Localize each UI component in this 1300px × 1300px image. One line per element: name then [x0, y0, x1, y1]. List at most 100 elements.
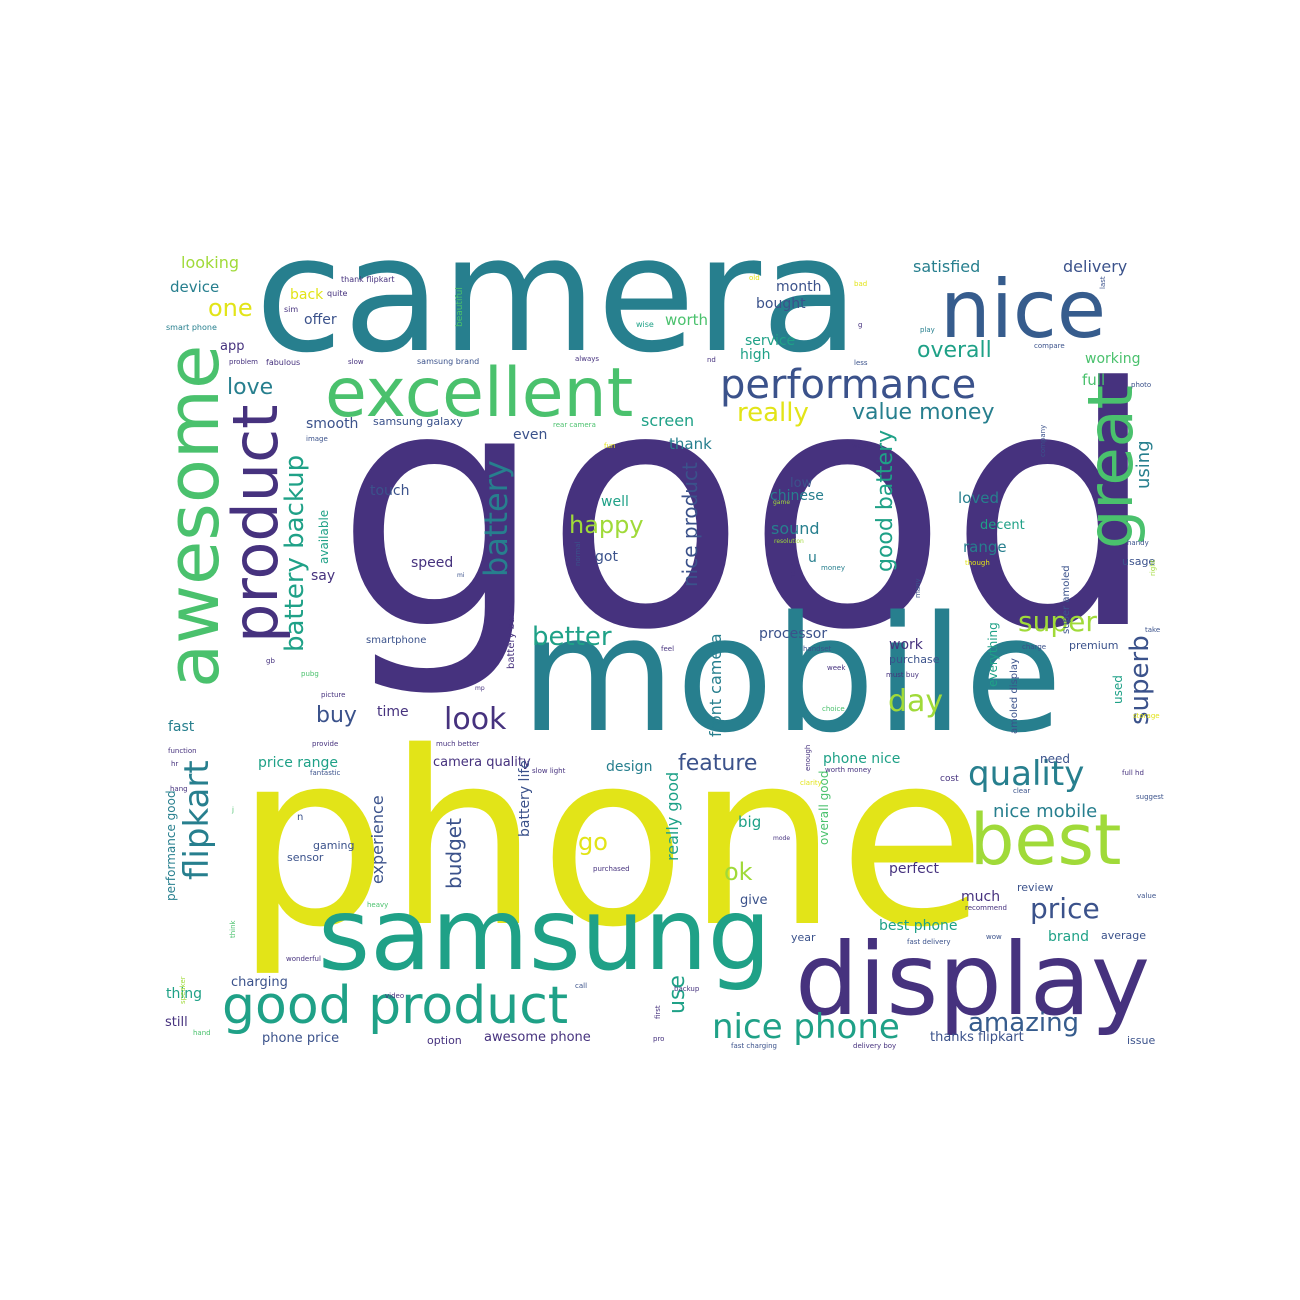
cloud-word: handset [803, 645, 832, 653]
cloud-word: display [795, 921, 1151, 1038]
cloud-word: quite [327, 289, 348, 298]
cloud-word: though [965, 559, 990, 567]
cloud-word: fast charging [731, 1042, 777, 1050]
cloud-word: want [852, 442, 870, 450]
cloud-word: chinese [770, 488, 824, 504]
cloud-word: awesome phone [484, 1030, 591, 1045]
cloud-word: well [601, 494, 629, 510]
cloud-word: mode [773, 835, 791, 842]
cloud-word: nice product [678, 462, 702, 587]
cloud-word: old [749, 274, 760, 282]
cloud-word: storage [1133, 712, 1160, 720]
cloud-word: speed [411, 555, 454, 571]
cloud-word: nice [940, 263, 1107, 356]
cloud-word: bought [756, 296, 806, 312]
cloud-word: sensor [287, 851, 324, 864]
cloud-word: clear [1013, 787, 1031, 795]
cloud-word: phone price [262, 1031, 340, 1046]
cloud-word: samsung brand [417, 357, 480, 366]
cloud-word: even [513, 427, 548, 443]
cloud-word: nice mobile [993, 801, 1098, 822]
cloud-word: delivery [1063, 257, 1128, 276]
cloud-word: overall [917, 338, 992, 363]
cloud-word: hour [789, 562, 797, 579]
cloud-word: battery life [517, 760, 533, 837]
cloud-word: premium [1069, 639, 1119, 652]
cloud-word: value money [852, 400, 995, 425]
cloud-word: year [791, 931, 816, 944]
cloud-word: loved [958, 489, 999, 507]
cloud-word: pubg [301, 670, 319, 678]
cloud-word: fabulous [266, 358, 301, 367]
cloud-word: app [220, 339, 245, 354]
cloud-word: fast [168, 719, 195, 735]
cloud-word: mp [475, 685, 485, 692]
cloud-word: picture [321, 691, 346, 699]
cloud-word: hand [193, 1029, 211, 1037]
cloud-word: backup [674, 985, 700, 993]
cloud-word: thing [166, 986, 203, 1002]
cloud-word: high [740, 347, 771, 363]
cloud-word: slow [348, 358, 364, 366]
cloud-word: enough [804, 744, 812, 771]
cloud-word: super amoled [1061, 565, 1072, 634]
cloud-word: best [970, 799, 1122, 881]
cloud-word: call [575, 982, 588, 990]
cloud-word: worth money [825, 766, 872, 774]
cloud-word: thanks flipkart [930, 1030, 1024, 1045]
cloud-word: delivery boy [853, 1042, 897, 1050]
cloud-word: amazing [968, 1008, 1080, 1038]
cloud-word: value [1137, 892, 1157, 900]
cloud-word: compare [1034, 342, 1065, 350]
cloud-word: battery back [506, 605, 517, 669]
cloud-word: big [738, 813, 762, 831]
cloud-word: good product [222, 976, 569, 1036]
cloud-word: hang [170, 785, 188, 793]
cloud-word: happy [569, 511, 644, 539]
cloud-word: week [827, 664, 846, 672]
cloud-word: battery backup [280, 454, 310, 652]
cloud-word: money [821, 564, 845, 572]
cloud-word: choice [822, 705, 845, 713]
cloud-word: using [1133, 440, 1154, 489]
cloud-word: purchased [593, 865, 630, 873]
cloud-word: smartphone [366, 635, 427, 646]
cloud-word: use [665, 975, 690, 1014]
cloud-word: super [1018, 605, 1097, 638]
cloud-word: beautiful [455, 287, 465, 327]
cloud-word: perfect [889, 861, 939, 877]
cloud-word: available [317, 509, 331, 564]
cloud-word: purchase [889, 653, 940, 666]
cloud-word: camera [255, 201, 860, 388]
cloud-word: resolution [774, 538, 804, 545]
cloud-word: sound [771, 519, 820, 538]
cloud-word: last [1099, 276, 1107, 289]
cloud-word: performance good [164, 790, 178, 901]
cloud-word: really [737, 398, 809, 428]
cloud-word: much [961, 889, 1001, 905]
cloud-word: performance [720, 362, 977, 408]
cloud-word: working [1085, 351, 1141, 367]
cloud-word: quality [968, 754, 1085, 794]
cloud-word: fantastic [310, 769, 341, 777]
cloud-word: gb [266, 657, 275, 665]
cloud-word: budget [442, 818, 466, 889]
cloud-word: feature [678, 751, 758, 776]
cloud-word: provide [312, 740, 339, 748]
cloud-word: camera quality [433, 755, 531, 770]
cloud-word: back [290, 287, 324, 303]
cloud-word: samsung galaxy [373, 415, 463, 428]
cloud-word: company [1039, 424, 1047, 457]
cloud-word: touch [370, 483, 410, 499]
cloud-word: mobile [520, 581, 1063, 768]
cloud-word: worth [665, 311, 709, 329]
cloud-word: smooth [306, 416, 359, 432]
cloud-word: photo [1131, 381, 1152, 389]
cloud-word: phone [235, 700, 987, 980]
cloud-word: g [858, 321, 863, 329]
cloud-word: bad [854, 280, 868, 288]
cloud-word: really good [663, 771, 682, 861]
cloud-word: fast delivery [907, 938, 951, 946]
cloud-word: many [914, 578, 922, 598]
cloud-word: samsung [318, 876, 772, 993]
